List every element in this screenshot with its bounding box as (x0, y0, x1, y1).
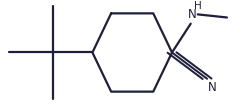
Text: N: N (187, 8, 196, 21)
Text: H: H (194, 1, 202, 11)
Text: N: N (207, 81, 216, 94)
